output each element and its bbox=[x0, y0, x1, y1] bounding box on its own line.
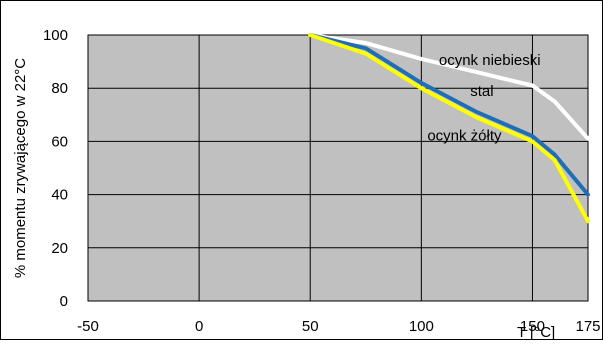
y-tick-label: 20 bbox=[51, 240, 68, 257]
series-line-0 bbox=[308, 33, 590, 141]
series-line-1 bbox=[308, 33, 590, 197]
x-tick-label: 150 bbox=[520, 318, 545, 335]
x-tick-label: 0 bbox=[195, 318, 203, 335]
tick-labels: 0 20 40 60 80 100 -50 0 50 100 150 175 bbox=[43, 27, 601, 335]
series-line-2 bbox=[308, 33, 590, 224]
y-tick-label: 0 bbox=[60, 293, 68, 310]
series-label-2: ocynk żółty bbox=[427, 128, 502, 145]
y-axis-label: % momentu zrywającego w 22°C bbox=[12, 58, 29, 278]
x-axis-label: T [°C] bbox=[517, 324, 555, 341]
plot-area bbox=[87, 34, 589, 302]
x-tick-label: -50 bbox=[77, 318, 99, 335]
x-tick-label: 50 bbox=[302, 318, 319, 335]
y-tick-label: 40 bbox=[51, 187, 68, 204]
series-lines bbox=[308, 33, 590, 224]
y-tick-label: 60 bbox=[51, 133, 68, 150]
y-tick-label: 100 bbox=[43, 27, 68, 44]
grid bbox=[87, 34, 589, 302]
series-labels: ocynk niebieski stal ocynk żółty bbox=[427, 52, 540, 145]
series-label-0: ocynk niebieski bbox=[439, 52, 541, 69]
series-label-1: stal bbox=[470, 83, 493, 100]
x-tick-label: 100 bbox=[409, 318, 434, 335]
x-tick-label: 175 bbox=[575, 318, 600, 335]
y-tick-label: 80 bbox=[51, 80, 68, 97]
